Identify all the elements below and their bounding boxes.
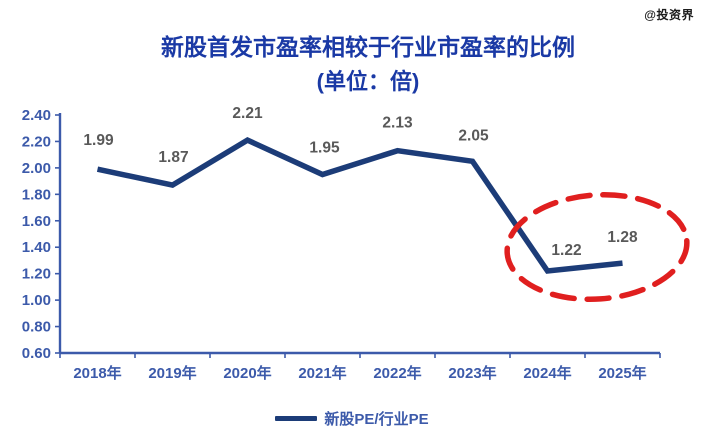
y-tick-label: 2.20 <box>22 133 51 150</box>
x-tick-label: 2025年 <box>598 364 646 382</box>
chart-header: 新股首发市盈率相较于行业市盈率的比例 (单位：倍) <box>32 30 704 98</box>
legend-label: 新股PE/行业PE <box>324 411 429 428</box>
y-tick-label: 2.40 <box>22 107 51 124</box>
data-label: 2.13 <box>382 115 413 132</box>
data-label: 2.05 <box>458 127 489 144</box>
y-tick-label: 1.00 <box>22 292 51 309</box>
chart-legend: 新股PE/行业PE <box>0 408 704 429</box>
y-tick-label: 1.40 <box>22 239 51 256</box>
x-tick-label: 2018年 <box>73 364 121 382</box>
chart-subtitle: (单位：倍) <box>316 68 420 94</box>
data-label: 2.21 <box>232 105 263 122</box>
y-tick-label: 1.20 <box>22 266 51 283</box>
x-tick-label: 2021年 <box>298 364 346 382</box>
data-label: 1.99 <box>83 132 114 149</box>
legend-line-swatch <box>275 416 318 421</box>
x-tick-label: 2024年 <box>523 364 571 382</box>
y-tick-label: 0.80 <box>22 319 51 336</box>
x-tick-label: 2023年 <box>448 364 496 382</box>
data-label: 1.22 <box>551 242 581 259</box>
y-tick-label: 2.00 <box>22 160 51 177</box>
highlight-ellipse <box>504 191 690 303</box>
x-tick-label: 2020年 <box>223 364 271 382</box>
y-tick-label: 1.60 <box>22 213 51 230</box>
y-tick-label: 1.80 <box>22 186 51 203</box>
chart-title: 新股首发市盈率相较于行业市盈率的比例 <box>161 34 575 60</box>
series-line <box>96 137 623 274</box>
data-label: 1.95 <box>309 140 340 157</box>
y-tick-label: 0.60 <box>22 345 51 362</box>
watermark: @投资界 <box>644 8 694 22</box>
x-tick-label: 2019年 <box>148 364 196 382</box>
data-label: 1.87 <box>158 149 188 166</box>
data-label: 1.28 <box>607 229 638 246</box>
x-tick-label: 2022年 <box>373 364 421 382</box>
